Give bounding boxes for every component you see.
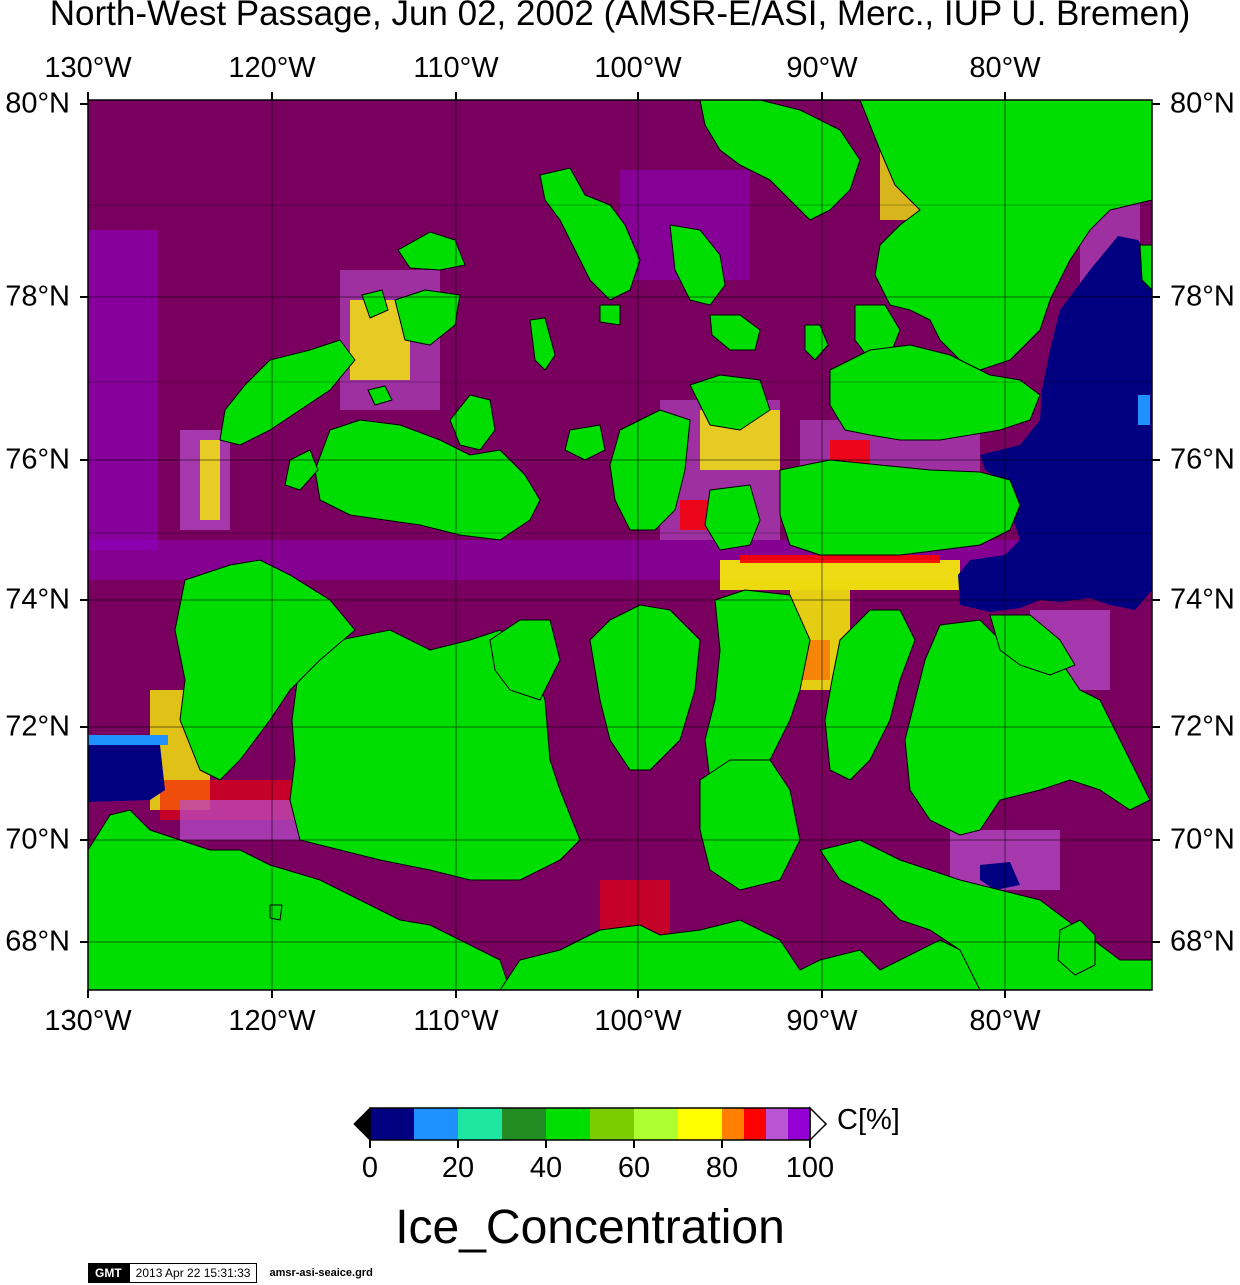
lat-label-right: 70°N — [1170, 823, 1235, 856]
frame-ticks — [80, 92, 1160, 998]
colorbar-bin — [458, 1108, 502, 1140]
colorbar-bin — [370, 1108, 414, 1140]
lon-label-top: 80°W — [969, 52, 1041, 84]
colorbar-tick-label: 60 — [617, 1152, 651, 1184]
colorbar-tick-label: 20 — [441, 1152, 475, 1184]
lon-label-top: 110°W — [413, 52, 499, 84]
lat-label-right: 68°N — [1170, 925, 1235, 958]
colorbar-bin — [788, 1108, 810, 1140]
colorbar — [353, 1106, 828, 1148]
graticule — [88, 100, 1152, 990]
colorbar-bin — [722, 1108, 744, 1140]
gmt-timestamp: GMT 2013 Apr 22 15:31:33 amsr-asi-seaice… — [88, 1263, 373, 1283]
colorbar-tick-label: 80 — [705, 1152, 739, 1184]
colorbar-tick-label: 0 — [361, 1152, 379, 1184]
colorbar-bin — [634, 1108, 678, 1140]
lat-label-left: 68°N — [5, 925, 70, 958]
lon-label-bottom: 130°W — [44, 1005, 132, 1037]
lon-label-bottom: 80°W — [969, 1005, 1041, 1037]
colorbar-bin — [546, 1108, 590, 1140]
lat-label-left: 70°N — [5, 823, 70, 856]
lon-label-top: 120°W — [228, 52, 316, 84]
lon-label-bottom: 90°W — [786, 1005, 858, 1037]
colorbar-under-triangle — [353, 1106, 371, 1142]
colorbar-title: Ice_Concentration — [395, 1201, 785, 1254]
lat-label-right: 80°N — [1170, 87, 1235, 120]
lat-label-right: 78°N — [1170, 280, 1235, 313]
lon-label-bottom: 120°W — [228, 1005, 316, 1037]
lon-label-top: 90°W — [786, 52, 858, 84]
lon-label-top: 100°W — [594, 52, 682, 84]
lon-label-bottom: 100°W — [594, 1005, 682, 1037]
lat-label-left: 78°N — [5, 280, 70, 313]
lat-label-right: 74°N — [1170, 583, 1235, 616]
lat-label-right: 76°N — [1170, 443, 1235, 476]
colorbar-bin — [678, 1108, 722, 1140]
grid-filename: amsr-asi-seaice.grd — [269, 1267, 373, 1279]
colorbar-bin — [590, 1108, 634, 1140]
land — [88, 100, 1152, 990]
map-title: North-West Passage, Jun 02, 2002 (AMSR-E… — [49, 0, 1191, 33]
lon-label-top: 130°W — [44, 52, 132, 84]
colorbar-bin — [414, 1108, 458, 1140]
colorbar-bin — [502, 1108, 546, 1140]
open-water — [88, 236, 1152, 890]
colorbar-tick-label: 100 — [785, 1152, 835, 1184]
lon-label-bottom: 110°W — [413, 1005, 499, 1037]
lat-label-left: 80°N — [5, 87, 70, 120]
lat-label-left: 72°N — [5, 710, 70, 743]
colorbar-tick-label: 40 — [529, 1152, 563, 1184]
colorbar-unit: C[%] — [837, 1104, 900, 1136]
timestamp: 2013 Apr 22 15:31:33 — [128, 1263, 258, 1283]
lat-label-right: 72°N — [1170, 710, 1235, 743]
lat-label-left: 76°N — [5, 443, 70, 476]
colorbar-bin — [766, 1108, 788, 1140]
lat-label-left: 74°N — [5, 583, 70, 616]
colorbar-over-triangle — [809, 1106, 828, 1142]
map-frame — [87, 99, 1153, 991]
open-water-fringe — [88, 395, 1150, 745]
gmt-logo: GMT — [88, 1263, 129, 1283]
colorbar-bin — [744, 1108, 766, 1140]
